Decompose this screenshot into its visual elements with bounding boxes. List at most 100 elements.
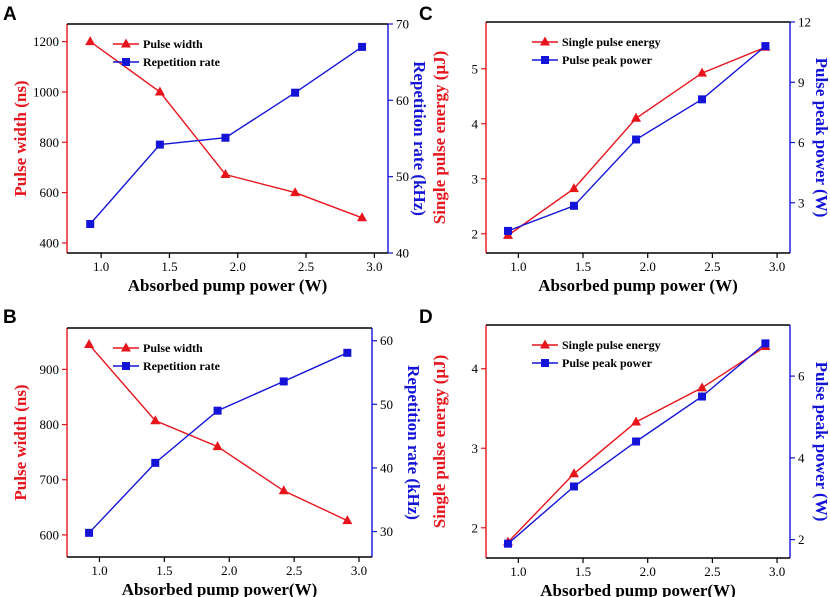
panel-label-d: D xyxy=(419,307,433,328)
x-axis-title: Absorbed pump power (W) xyxy=(538,276,737,295)
x-axis-title: Absorbed pump power (W) xyxy=(128,276,327,295)
triangle-data-point xyxy=(154,86,165,96)
x-tick-label: 3.0 xyxy=(769,259,785,274)
x-tick-label: 2.0 xyxy=(640,259,656,274)
square-data-point xyxy=(343,348,352,357)
triangle-data-point xyxy=(631,112,642,122)
x-tick-label: 1.0 xyxy=(510,259,526,274)
left-y-tick-label: 1000 xyxy=(33,84,59,99)
right-y-axis-title: Repetition rate (kHz) xyxy=(404,365,423,520)
x-tick-label: 2.0 xyxy=(640,564,656,579)
square-data-point xyxy=(698,95,707,104)
triangle-data-point xyxy=(568,183,579,193)
triangle-data-point xyxy=(631,416,642,426)
x-tick-label: 1.0 xyxy=(93,259,109,274)
legend-label: Pulse peak power xyxy=(562,53,653,67)
right-y-tick-label: 50 xyxy=(380,397,393,412)
x-tick-label: 1.0 xyxy=(510,564,526,579)
left-y-tick-label: 600 xyxy=(40,185,60,200)
legend-label: Repetition rate xyxy=(143,359,221,373)
left-y-axis-title: Pulse width (ns) xyxy=(11,384,30,500)
legend-triangle-marker xyxy=(540,339,550,349)
legend-label: Pulse width xyxy=(143,37,203,51)
x-tick-label: 1.5 xyxy=(575,259,591,274)
square-data-point xyxy=(291,88,300,97)
left-y-tick-label: 900 xyxy=(40,362,60,377)
right-y-tick-label: 4 xyxy=(798,450,805,465)
left-y-tick-label: 4 xyxy=(472,116,479,131)
triangle-data-point xyxy=(84,339,95,349)
x-tick-label: 2.5 xyxy=(286,563,302,578)
panel-label-c: C xyxy=(419,4,433,25)
square-data-point xyxy=(569,482,578,491)
legend-label: Pulse peak power xyxy=(562,356,653,370)
square-data-point xyxy=(632,135,641,144)
right-y-tick-label: 70 xyxy=(396,17,409,32)
x-tick-label: 2.5 xyxy=(704,564,720,579)
legend-square-marker xyxy=(541,56,549,64)
square-data-point xyxy=(155,140,164,149)
left-y-axis-title: Single pulse energy (μJ) xyxy=(430,355,449,529)
left-y-tick-label: 5 xyxy=(472,61,479,76)
square-data-point xyxy=(279,377,288,386)
left-y-tick-label: 800 xyxy=(40,417,60,432)
left-y-tick-label: 600 xyxy=(40,527,60,542)
left-y-axis-title: Single pulse energy (μJ) xyxy=(430,51,449,225)
x-tick-label: 1.5 xyxy=(575,564,591,579)
x-tick-label: 1.5 xyxy=(161,259,177,274)
square-data-point xyxy=(221,133,230,142)
square-data-point xyxy=(698,392,707,401)
left-y-tick-label: 2 xyxy=(472,520,479,535)
panel-label-a: A xyxy=(3,4,17,25)
square-data-point xyxy=(213,406,222,415)
x-tick-label: 2.5 xyxy=(298,259,314,274)
right-y-axis-title: Repetition rate (kHz) xyxy=(410,61,429,216)
right-y-tick-label: 40 xyxy=(396,246,409,261)
legend-label: Single pulse energy xyxy=(562,35,661,49)
right-y-axis-title: Pulse peak power (W) xyxy=(812,362,830,522)
triangle-data-point xyxy=(278,485,289,495)
left-y-tick-label: 2 xyxy=(472,226,479,241)
square-data-point xyxy=(761,42,770,51)
triangle-data-point xyxy=(697,67,708,77)
right-y-tick-label: 9 xyxy=(798,75,805,90)
square-data-point xyxy=(569,201,578,210)
x-tick-label: 2.0 xyxy=(221,563,237,578)
triangle-data-point xyxy=(357,212,368,222)
x-tick-label: 1.0 xyxy=(91,563,107,578)
square-data-point xyxy=(86,219,95,228)
x-axis-title: Absorbed pump power(W) xyxy=(540,581,736,597)
right-y-tick-label: 12 xyxy=(798,15,811,30)
triangle-data-point xyxy=(220,168,231,178)
left-y-tick-label: 3 xyxy=(472,171,479,186)
x-tick-label: 2.0 xyxy=(230,259,246,274)
triangle-data-point xyxy=(85,36,96,46)
triangle-data-point xyxy=(212,441,223,451)
x-tick-label: 1.5 xyxy=(156,563,172,578)
square-data-point xyxy=(632,437,641,446)
right-y-tick-label: 40 xyxy=(380,460,393,475)
square-data-point xyxy=(503,539,512,548)
x-tick-label: 3.0 xyxy=(351,563,367,578)
right-y-tick-label: 6 xyxy=(798,369,805,384)
triangle-data-point xyxy=(290,187,301,197)
right-y-tick-label: 6 xyxy=(798,135,805,150)
right-y-tick-label: 60 xyxy=(380,333,393,348)
left-y-tick-label: 4 xyxy=(472,361,479,376)
legend-triangle-marker xyxy=(121,342,131,352)
right-y-tick-label: 2 xyxy=(798,532,805,547)
left-y-tick-label: 3 xyxy=(472,441,479,456)
legend-square-marker xyxy=(541,359,549,367)
left-y-tick-label: 400 xyxy=(40,235,60,250)
left-y-tick-label: 1200 xyxy=(33,34,59,49)
right-y-tick-label: 3 xyxy=(798,195,805,210)
square-data-point xyxy=(761,339,770,348)
legend-triangle-marker xyxy=(121,38,131,48)
legend-label: Single pulse energy xyxy=(562,338,661,352)
triangle-data-point xyxy=(342,515,353,525)
legend-label: Repetition rate xyxy=(143,55,221,69)
legend-square-marker xyxy=(122,362,130,370)
legend-label: Pulse width xyxy=(143,341,203,355)
square-data-point xyxy=(503,226,512,235)
x-tick-label: 3.0 xyxy=(366,259,382,274)
